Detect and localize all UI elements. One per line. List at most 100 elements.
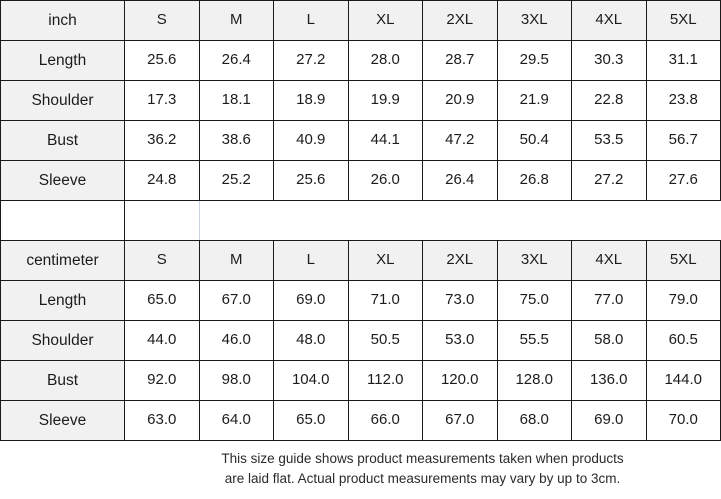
cell-shoulder-cm-4xl: 58.0 xyxy=(571,320,647,361)
note-line-1: This size guide shows product measuremen… xyxy=(221,451,624,466)
note-left-pad xyxy=(0,440,125,499)
cell-length-inch-4xl: 30.3 xyxy=(571,40,647,81)
cell-bust-cm-3xl: 128.0 xyxy=(496,360,572,401)
table-row: Shoulder 44.0 46.0 48.0 50.5 53.0 55.5 5… xyxy=(0,320,721,361)
table-row: Bust 92.0 98.0 104.0 112.0 120.0 128.0 1… xyxy=(0,360,721,401)
table-row: Length 65.0 67.0 69.0 71.0 73.0 75.0 77.… xyxy=(0,280,721,321)
cm-header-4xl: 4XL xyxy=(571,240,647,281)
inch-header-2xl: 2XL xyxy=(422,0,498,41)
spacer-cell xyxy=(571,200,646,241)
cell-sleeve-cm-m: 64.0 xyxy=(198,400,274,441)
cell-length-inch-2xl: 28.7 xyxy=(422,40,498,81)
cell-sleeve-inch-s: 24.8 xyxy=(124,160,200,201)
cell-bust-inch-m: 38.6 xyxy=(198,120,274,161)
cell-shoulder-inch-4xl: 22.8 xyxy=(571,80,647,121)
cell-shoulder-cm-2xl: 53.0 xyxy=(422,320,498,361)
cell-shoulder-inch-m: 18.1 xyxy=(198,80,274,121)
inch-header-m: M xyxy=(198,0,274,41)
row-label-sleeve-inch: Sleeve xyxy=(0,160,125,201)
table-row: Shoulder 17.3 18.1 18.9 19.9 20.9 21.9 2… xyxy=(0,80,721,121)
cm-header-l: L xyxy=(273,240,349,281)
cell-length-cm-2xl: 73.0 xyxy=(422,280,498,321)
row-label-shoulder-inch: Shoulder xyxy=(0,80,125,121)
cell-shoulder-inch-xl: 19.9 xyxy=(347,80,423,121)
cell-shoulder-cm-5xl: 60.5 xyxy=(645,320,721,361)
cell-sleeve-cm-3xl: 68.0 xyxy=(496,400,572,441)
cm-header-xl: XL xyxy=(347,240,423,281)
cell-length-inch-l: 27.2 xyxy=(273,40,349,81)
inch-unit-label: inch xyxy=(0,0,125,41)
cell-sleeve-cm-5xl: 70.0 xyxy=(645,400,721,441)
cell-sleeve-cm-l: 65.0 xyxy=(273,400,349,441)
cell-sleeve-inch-2xl: 26.4 xyxy=(422,160,498,201)
cell-length-cm-3xl: 75.0 xyxy=(496,280,572,321)
table-row: Sleeve 24.8 25.2 25.6 26.0 26.4 26.8 27.… xyxy=(0,160,721,201)
cell-sleeve-cm-2xl: 67.0 xyxy=(422,400,498,441)
cell-shoulder-cm-s: 44.0 xyxy=(124,320,200,361)
row-label-bust-inch: Bust xyxy=(0,120,125,161)
cell-shoulder-inch-l: 18.9 xyxy=(273,80,349,121)
row-label-shoulder-cm: Shoulder xyxy=(0,320,125,361)
row-label-length-inch: Length xyxy=(0,40,125,81)
row-label-sleeve-cm: Sleeve xyxy=(0,400,125,441)
cell-bust-inch-l: 40.9 xyxy=(273,120,349,161)
cell-length-cm-s: 65.0 xyxy=(124,280,200,321)
spacer-cell xyxy=(124,200,200,241)
table-spacer-row xyxy=(0,200,721,241)
cell-bust-inch-2xl: 47.2 xyxy=(422,120,498,161)
inch-header-5xl: 5XL xyxy=(645,0,721,41)
cell-length-inch-m: 26.4 xyxy=(198,40,274,81)
cell-bust-cm-s: 92.0 xyxy=(124,360,200,401)
inch-header-l: L xyxy=(273,0,349,41)
cell-shoulder-inch-5xl: 23.8 xyxy=(645,80,721,121)
spacer-cell xyxy=(348,200,423,241)
row-label-length-cm: Length xyxy=(0,280,125,321)
cell-length-cm-xl: 71.0 xyxy=(347,280,423,321)
note-line-2: are laid flat. Actual product measuremen… xyxy=(224,470,621,486)
cm-header-m: M xyxy=(198,240,274,281)
table-row: Length 25.6 26.4 27.2 28.0 28.7 29.5 30.… xyxy=(0,40,721,81)
cell-bust-cm-5xl: 144.0 xyxy=(645,360,721,401)
cell-sleeve-inch-l: 25.6 xyxy=(273,160,349,201)
cm-header-3xl: 3XL xyxy=(496,240,572,281)
cell-length-cm-5xl: 79.0 xyxy=(645,280,721,321)
cell-sleeve-cm-xl: 66.0 xyxy=(347,400,423,441)
cell-shoulder-cm-xl: 50.5 xyxy=(347,320,423,361)
inch-header-3xl: 3XL xyxy=(496,0,572,41)
cell-bust-cm-4xl: 136.0 xyxy=(571,360,647,401)
cell-length-inch-5xl: 31.1 xyxy=(645,40,721,81)
cell-shoulder-inch-3xl: 21.9 xyxy=(496,80,572,121)
cell-shoulder-cm-3xl: 55.5 xyxy=(496,320,572,361)
cell-sleeve-cm-4xl: 69.0 xyxy=(571,400,647,441)
cell-length-cm-m: 67.0 xyxy=(198,280,274,321)
centimeter-unit-label: centimeter xyxy=(0,240,125,281)
inch-header-4xl: 4XL xyxy=(571,0,647,41)
spacer-cell xyxy=(646,200,721,241)
cell-bust-inch-3xl: 50.4 xyxy=(496,120,572,161)
cell-bust-cm-xl: 112.0 xyxy=(347,360,423,401)
cell-sleeve-inch-xl: 26.0 xyxy=(347,160,423,201)
cell-sleeve-inch-3xl: 26.8 xyxy=(496,160,572,201)
cm-header-5xl: 5XL xyxy=(645,240,721,281)
spacer-cell xyxy=(199,200,274,241)
size-guide-note-row: This size guide shows product measuremen… xyxy=(0,440,721,499)
row-label-bust-cm: Bust xyxy=(0,360,125,401)
table-row: Sleeve 63.0 64.0 65.0 66.0 67.0 68.0 69.… xyxy=(0,400,721,441)
cell-bust-inch-xl: 44.1 xyxy=(347,120,423,161)
cell-sleeve-inch-4xl: 27.2 xyxy=(571,160,647,201)
inch-header-row: inch S M L XL 2XL 3XL 4XL 5XL xyxy=(0,0,721,41)
table-row: Bust 36.2 38.6 40.9 44.1 47.2 50.4 53.5 … xyxy=(0,120,721,161)
spacer-cell xyxy=(273,200,348,241)
cm-header-s: S xyxy=(124,240,200,281)
cell-bust-cm-l: 104.0 xyxy=(273,360,349,401)
inch-header-xl: XL xyxy=(347,0,423,41)
cell-shoulder-cm-m: 46.0 xyxy=(198,320,274,361)
cell-length-inch-s: 25.6 xyxy=(124,40,200,81)
centimeter-header-row: centimeter S M L XL 2XL 3XL 4XL 5XL xyxy=(0,240,721,281)
cell-bust-cm-2xl: 120.0 xyxy=(422,360,498,401)
cell-sleeve-inch-m: 25.2 xyxy=(198,160,274,201)
cell-bust-inch-5xl: 56.7 xyxy=(645,120,721,161)
spacer-label-cell xyxy=(0,200,125,241)
cell-sleeve-inch-5xl: 27.6 xyxy=(645,160,721,201)
